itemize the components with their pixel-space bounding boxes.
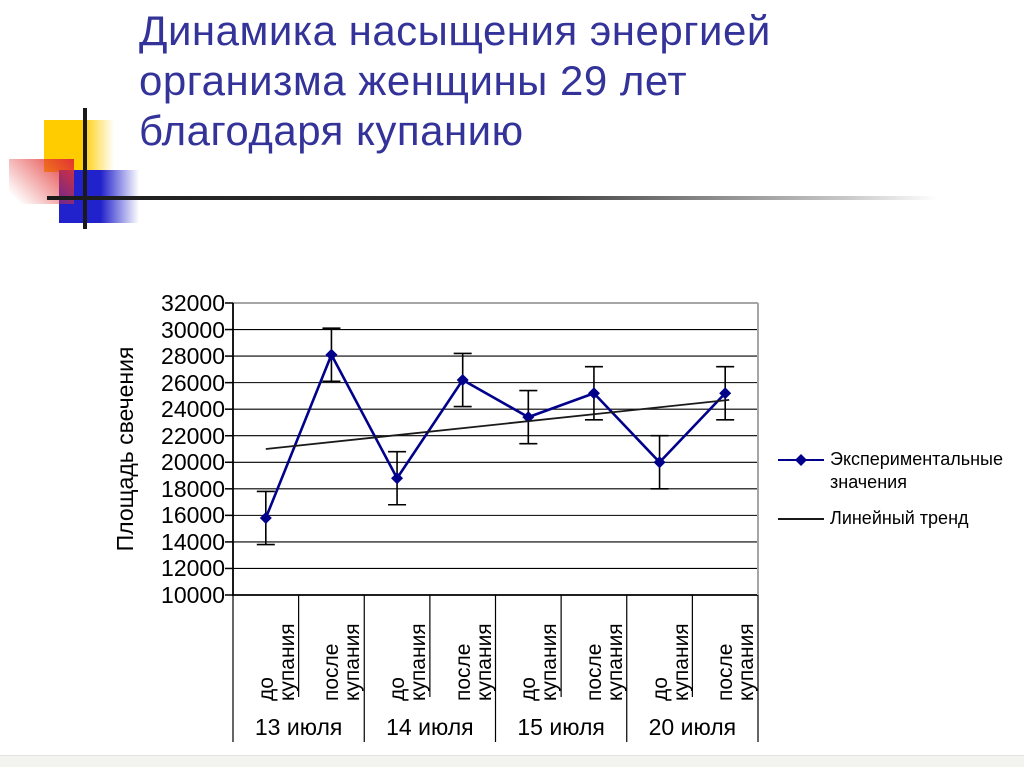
y-tick-label: 10000 (161, 582, 225, 608)
legend-line-diamond-icon (778, 454, 824, 466)
legend-label: Экспериментальные значения (830, 449, 1003, 492)
y-tick-label: 12000 (161, 555, 225, 582)
legend-label: Линейный тренд (830, 508, 969, 528)
data-point-marker (456, 373, 469, 386)
y-tick-label: 14000 (161, 528, 225, 555)
data-point-marker (719, 387, 732, 400)
y-axis-title: Площадь свечения (112, 346, 138, 552)
category-label: до купания (254, 623, 299, 701)
category-label: после купания (714, 623, 759, 701)
y-tick-label: 32000 (161, 290, 225, 316)
date-group-label: 20 июля (648, 714, 737, 740)
y-tick-label: 22000 (161, 422, 225, 449)
y-tick-label: 30000 (161, 316, 225, 343)
slide-title-line-3: благодаря купанию (139, 107, 524, 154)
date-group-label: 13 июля (254, 714, 343, 740)
category-label: после купания (320, 623, 365, 701)
data-point-marker (325, 348, 338, 361)
data-point-marker (653, 456, 666, 469)
slide-bottom-strip (0, 755, 1024, 767)
y-tick-label: 26000 (161, 369, 225, 396)
decoration-horizontal-rule (47, 196, 937, 200)
y-tick-label: 16000 (161, 502, 225, 529)
category-label: после купания (451, 623, 496, 701)
trend-line (265, 398, 730, 450)
chart-legend: Экспериментальные значения Линейный тренд (778, 448, 1024, 543)
date-group-label: 14 июля (386, 714, 474, 740)
y-tick-label: 20000 (161, 449, 225, 476)
slide-title: Динамика насыщения энергией организма же… (139, 6, 999, 156)
legend-item: Линейный тренд (778, 507, 1024, 530)
y-tick-label: 28000 (161, 343, 225, 370)
data-point-marker (587, 387, 600, 400)
data-point-marker (391, 472, 404, 485)
date-group-label: 15 июля (517, 714, 605, 740)
slide-title-line-1: Динамика насыщения энергией (139, 7, 771, 54)
category-label: после купания (582, 623, 627, 701)
slide-title-line-2: организма женщины 29 лет (139, 57, 688, 104)
data-point-marker (259, 512, 272, 525)
category-label: до купания (517, 623, 562, 701)
legend-line-icon (778, 518, 824, 520)
decoration-vertical-line (83, 108, 87, 229)
y-tick-label: 18000 (161, 475, 225, 502)
category-label: до купания (386, 623, 431, 701)
data-line (264, 351, 727, 519)
legend-item: Экспериментальные значения (778, 448, 1024, 494)
y-tick-label: 24000 (161, 396, 225, 423)
category-label: до купания (648, 623, 693, 701)
